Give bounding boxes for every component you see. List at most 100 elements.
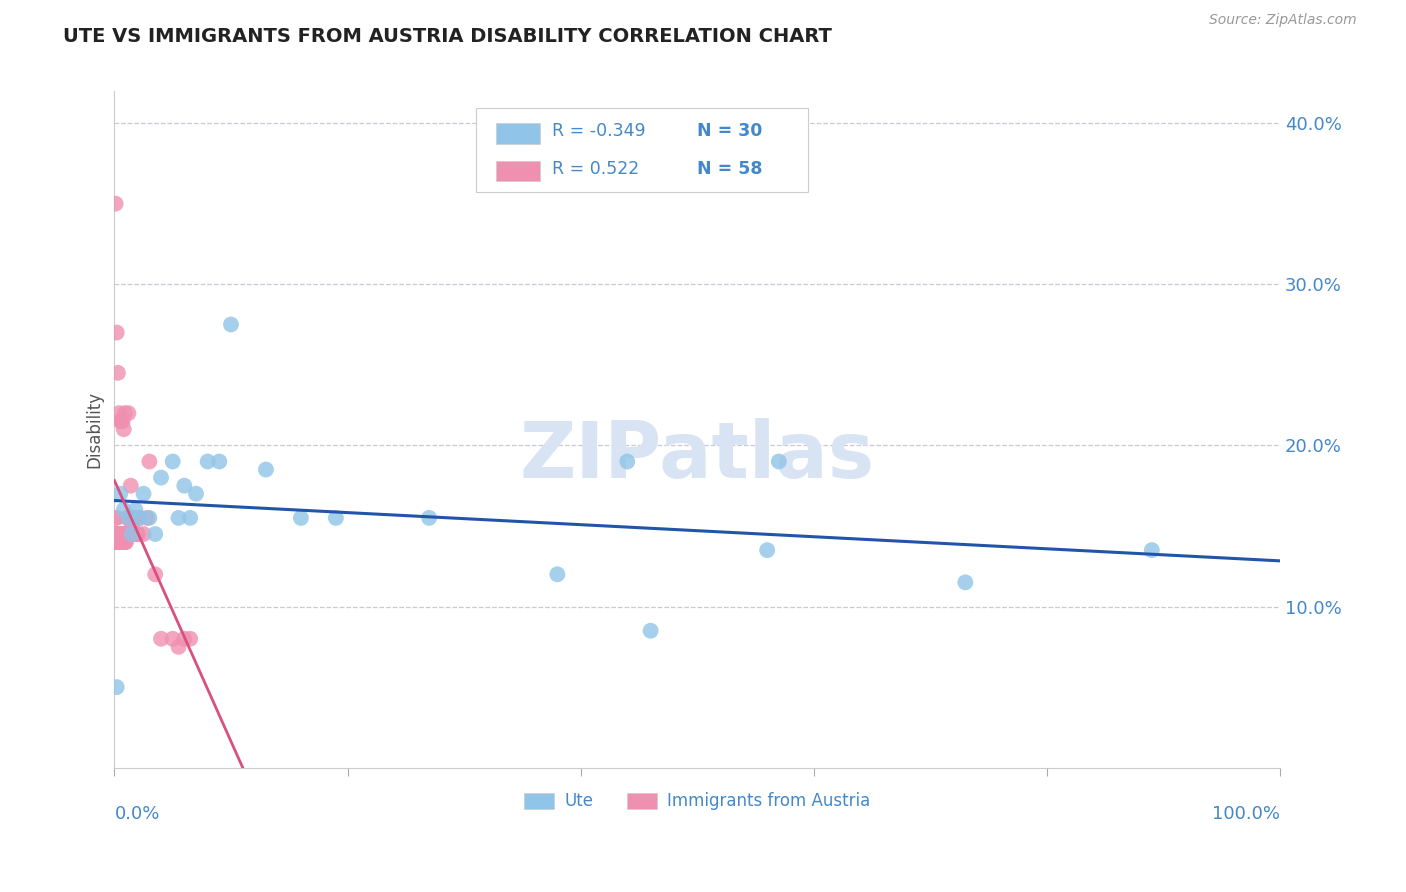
Point — [124, 527, 146, 541]
Point — [197, 454, 219, 468]
Point — [115, 527, 138, 541]
Point — [129, 511, 152, 525]
Point — [179, 632, 201, 646]
Point — [290, 511, 312, 525]
Point — [219, 318, 242, 332]
Point — [254, 462, 277, 476]
Text: R = 0.522: R = 0.522 — [551, 160, 638, 178]
Point — [117, 511, 139, 525]
Point — [110, 527, 132, 541]
Point — [107, 527, 129, 541]
Text: ZIPatlas: ZIPatlas — [520, 418, 875, 494]
Point — [108, 535, 131, 549]
Point — [768, 454, 790, 468]
Point — [132, 487, 155, 501]
Point — [107, 535, 129, 549]
Point — [173, 632, 195, 646]
Point — [208, 454, 231, 468]
Bar — [495, 123, 540, 144]
Point — [150, 470, 173, 484]
Point — [108, 406, 131, 420]
Point — [107, 366, 129, 380]
Point — [112, 527, 135, 541]
Text: 100.0%: 100.0% — [1212, 805, 1279, 823]
Bar — [495, 161, 540, 181]
Text: R = -0.349: R = -0.349 — [551, 122, 645, 140]
Point — [104, 535, 127, 549]
Point — [179, 511, 201, 525]
Point — [110, 535, 132, 549]
Point — [122, 511, 145, 525]
Point — [129, 511, 152, 525]
Point — [104, 527, 127, 541]
Point — [115, 535, 138, 549]
Point — [110, 535, 132, 549]
Point — [118, 527, 141, 541]
Point — [124, 503, 146, 517]
Point — [107, 535, 129, 549]
Point — [105, 511, 128, 525]
Point — [184, 487, 207, 501]
Point — [114, 535, 136, 549]
Point — [127, 527, 149, 541]
Point — [167, 640, 190, 654]
Point — [955, 575, 977, 590]
Point — [110, 535, 132, 549]
Point — [756, 543, 779, 558]
Point — [104, 511, 127, 525]
Point — [111, 414, 134, 428]
FancyBboxPatch shape — [475, 108, 808, 193]
Point — [136, 511, 159, 525]
Point — [138, 511, 160, 525]
Text: UTE VS IMMIGRANTS FROM AUSTRIA DISABILITY CORRELATION CHART: UTE VS IMMIGRANTS FROM AUSTRIA DISABILIT… — [63, 27, 832, 45]
Point — [108, 535, 131, 549]
Point — [122, 527, 145, 541]
Point — [1140, 543, 1163, 558]
Point — [143, 567, 166, 582]
Point — [110, 487, 132, 501]
Point — [112, 535, 135, 549]
Point — [115, 511, 138, 525]
Point — [127, 527, 149, 541]
Point — [138, 454, 160, 468]
Point — [162, 632, 184, 646]
Point — [110, 414, 132, 428]
Point — [325, 511, 347, 525]
Point — [110, 414, 132, 428]
Point — [143, 527, 166, 541]
Point — [104, 527, 127, 541]
Point — [110, 527, 132, 541]
Point — [546, 567, 568, 582]
Point — [114, 535, 136, 549]
Text: N = 30: N = 30 — [697, 122, 762, 140]
Point — [111, 535, 134, 549]
Point — [616, 454, 638, 468]
Legend: Ute, Immigrants from Austria: Ute, Immigrants from Austria — [517, 786, 877, 817]
Point — [114, 406, 136, 420]
Point — [112, 503, 135, 517]
Point — [418, 511, 440, 525]
Point — [132, 527, 155, 541]
Point — [111, 535, 134, 549]
Text: Source: ZipAtlas.com: Source: ZipAtlas.com — [1209, 13, 1357, 28]
Point — [121, 527, 143, 541]
Point — [105, 326, 128, 340]
Point — [121, 519, 143, 533]
Point — [640, 624, 662, 638]
Point — [121, 527, 143, 541]
Point — [173, 478, 195, 492]
Y-axis label: Disability: Disability — [86, 391, 103, 467]
Point — [162, 454, 184, 468]
Point — [150, 632, 173, 646]
Point — [125, 511, 148, 525]
Text: N = 58: N = 58 — [697, 160, 762, 178]
Point — [104, 196, 127, 211]
Point — [105, 680, 128, 694]
Point — [105, 527, 128, 541]
Point — [167, 511, 190, 525]
Point — [120, 478, 142, 492]
Point — [117, 406, 139, 420]
Point — [117, 511, 139, 525]
Text: 0.0%: 0.0% — [114, 805, 160, 823]
Point — [112, 422, 135, 436]
